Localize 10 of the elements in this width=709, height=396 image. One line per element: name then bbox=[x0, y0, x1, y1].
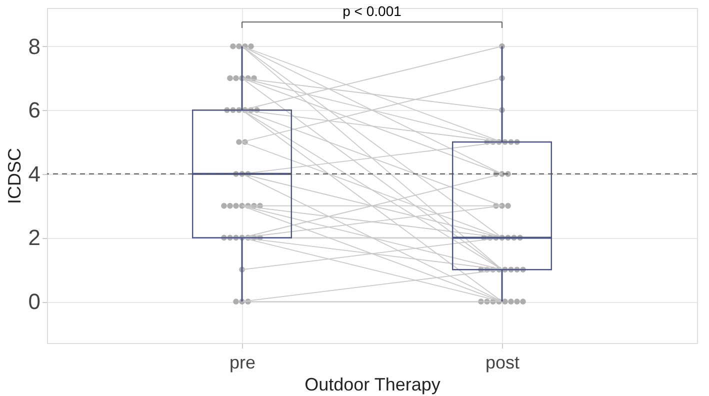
y-tick-label: 4 bbox=[28, 161, 40, 186]
y-tick-label: 6 bbox=[28, 98, 40, 123]
y-tick-label: 2 bbox=[28, 225, 40, 250]
y-axis-title: ICDSC bbox=[4, 148, 24, 204]
annotation: p < 0.001 bbox=[342, 3, 402, 19]
x-tick-label: post bbox=[485, 352, 520, 372]
y-tick-label: 0 bbox=[28, 289, 40, 314]
x-tick-label: pre bbox=[229, 352, 256, 372]
y-tick-label: 8 bbox=[28, 34, 40, 59]
x-axis-title: Outdoor Therapy bbox=[304, 374, 440, 394]
